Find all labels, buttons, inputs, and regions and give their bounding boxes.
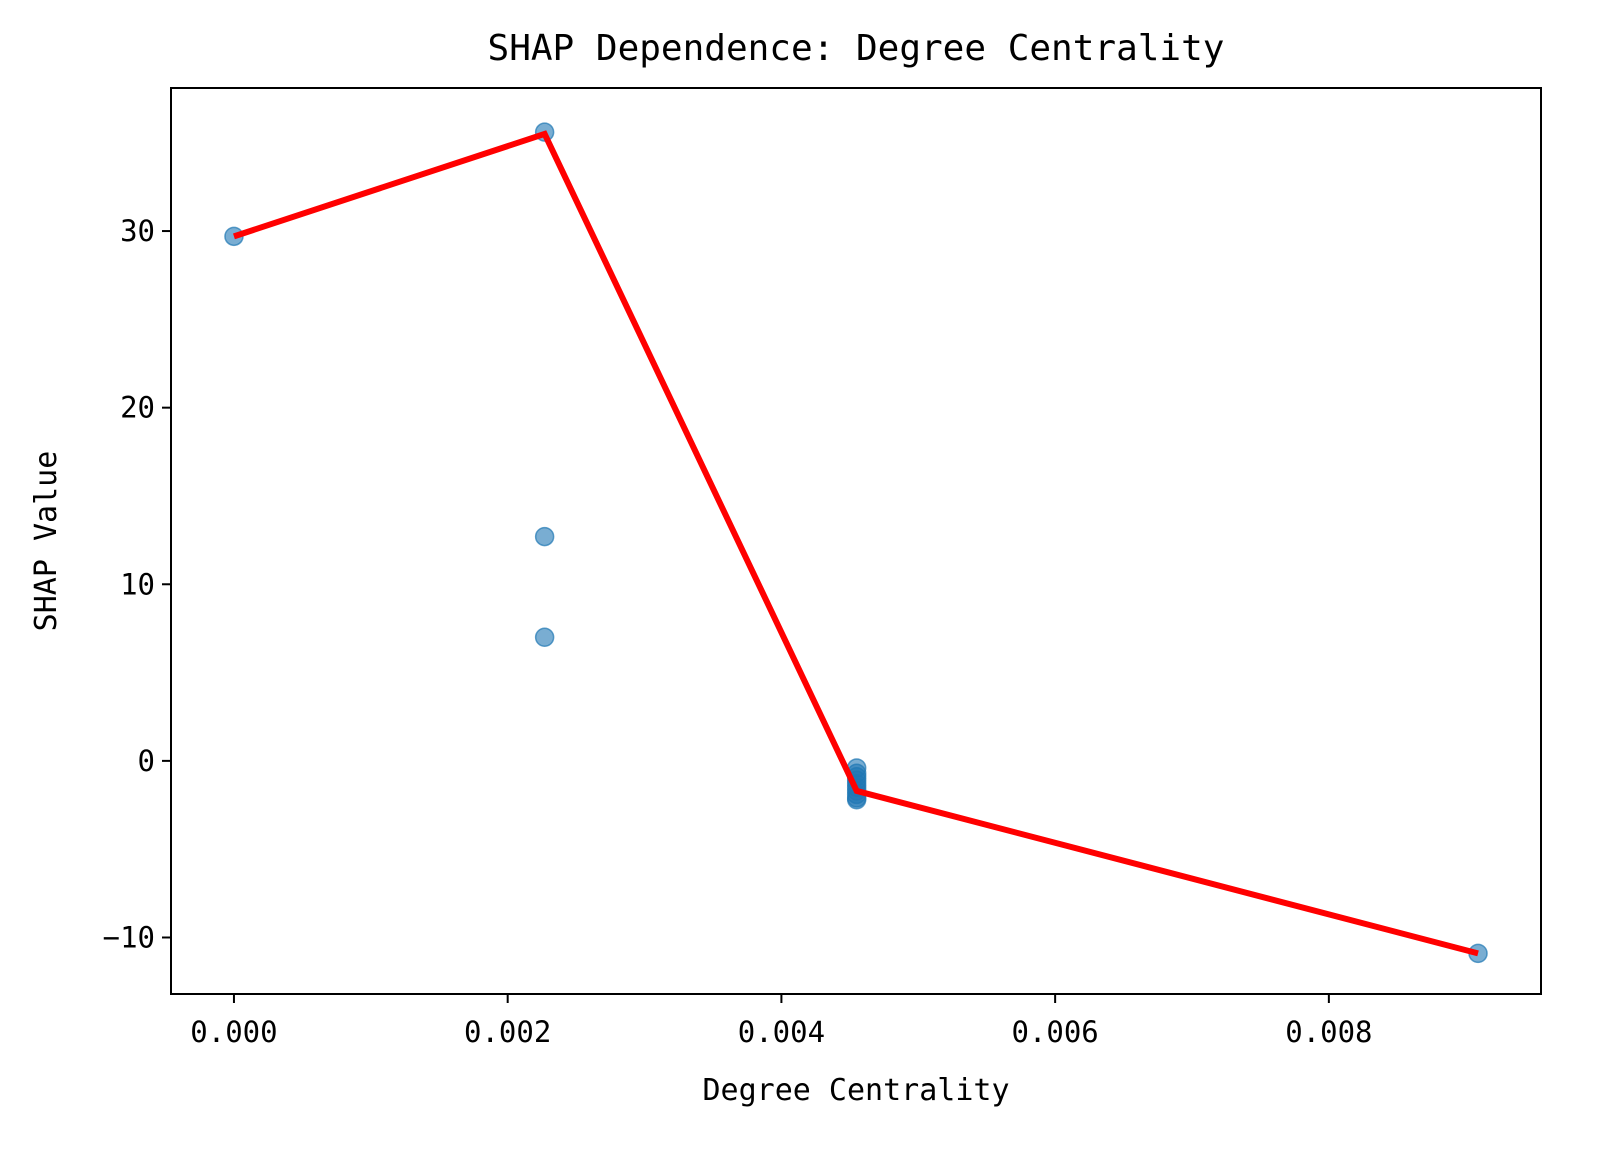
scatter-point-3: [534, 627, 555, 648]
x-tick-label: 0.008: [1285, 1015, 1372, 1049]
x-tick-label: 0.006: [1011, 1015, 1098, 1049]
y-tick-label: 10: [120, 567, 155, 601]
y-tick-label: −10: [103, 920, 155, 954]
plot-area: [224, 122, 1488, 964]
scatter-point-2: [534, 526, 555, 547]
y-tick-label: 30: [120, 214, 155, 248]
trend-line: [233, 130, 1479, 957]
y-axis: −10 0 10 20 30: [103, 214, 171, 954]
x-axis-label: Degree Centrality: [702, 1073, 1009, 1108]
y-axis-label: SHAP Value: [29, 451, 64, 632]
x-tick-label: 0.000: [190, 1015, 277, 1049]
x-tick-label: 0.004: [738, 1015, 825, 1049]
y-tick-label: 0: [138, 744, 155, 778]
x-tick-label: 0.002: [464, 1015, 551, 1049]
plot-frame: [170, 87, 1542, 995]
chart-title: SHAP Dependence: Degree Centrality: [488, 28, 1225, 69]
y-tick-label: 20: [120, 391, 155, 425]
x-axis: 0.000 0.002 0.004 0.006 0.008: [190, 994, 1373, 1049]
